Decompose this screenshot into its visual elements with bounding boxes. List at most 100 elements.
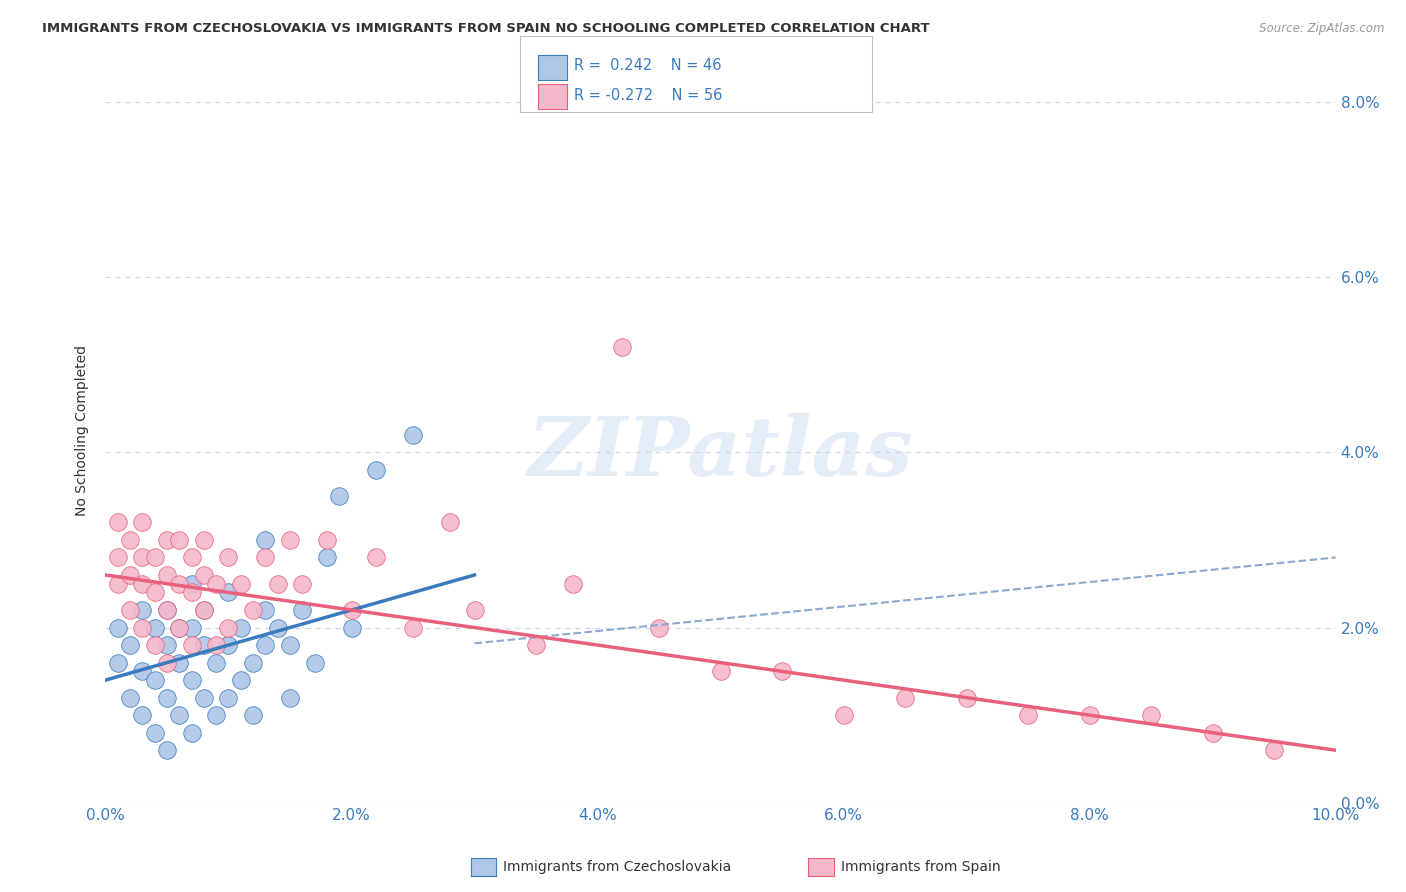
Point	[278, 533, 301, 547]
Point	[120, 533, 141, 547]
Point	[340, 621, 363, 635]
Point	[267, 576, 290, 591]
Point	[156, 656, 179, 670]
Point	[218, 621, 240, 635]
Point	[229, 621, 252, 635]
Point	[156, 690, 179, 705]
Point	[710, 665, 733, 679]
Point	[131, 550, 153, 565]
Point	[218, 638, 240, 652]
Point	[832, 708, 855, 723]
Point	[143, 638, 166, 652]
Point	[180, 725, 202, 739]
Point	[1017, 708, 1039, 723]
Text: R =  0.242    N = 46: R = 0.242 N = 46	[574, 58, 721, 72]
Point	[242, 656, 264, 670]
Point	[278, 638, 301, 652]
Text: Immigrants from Spain: Immigrants from Spain	[841, 860, 1001, 874]
Point	[193, 533, 215, 547]
Point	[143, 585, 166, 599]
Point	[612, 340, 634, 354]
Point	[169, 708, 191, 723]
Point	[131, 708, 153, 723]
Point	[156, 603, 179, 617]
Text: Source: ZipAtlas.com: Source: ZipAtlas.com	[1260, 22, 1385, 36]
Point	[1140, 708, 1163, 723]
Point	[180, 576, 202, 591]
Point	[205, 656, 228, 670]
Point	[169, 621, 191, 635]
Point	[156, 533, 179, 547]
Point	[242, 708, 264, 723]
Point	[218, 690, 240, 705]
Point	[205, 708, 228, 723]
Point	[169, 533, 191, 547]
Text: IMMIGRANTS FROM CZECHOSLOVAKIA VS IMMIGRANTS FROM SPAIN NO SCHOOLING COMPLETED C: IMMIGRANTS FROM CZECHOSLOVAKIA VS IMMIGR…	[42, 22, 929, 36]
Point	[156, 603, 179, 617]
Point	[229, 673, 252, 687]
Point	[107, 656, 129, 670]
Text: R = -0.272    N = 56: R = -0.272 N = 56	[574, 88, 723, 103]
Point	[180, 638, 202, 652]
Point	[107, 576, 129, 591]
Point	[402, 621, 425, 635]
Point	[562, 576, 585, 591]
Point	[648, 621, 671, 635]
Point	[131, 516, 153, 530]
Point	[120, 603, 141, 617]
Point	[402, 427, 425, 442]
Point	[267, 621, 290, 635]
Y-axis label: No Schooling Completed: No Schooling Completed	[76, 345, 90, 516]
Point	[193, 690, 215, 705]
Point	[107, 550, 129, 565]
Point	[169, 621, 191, 635]
Point	[315, 550, 337, 565]
Point	[315, 533, 337, 547]
Point	[180, 673, 202, 687]
Point	[524, 638, 547, 652]
Point	[1263, 743, 1285, 757]
Point	[193, 638, 215, 652]
Point	[218, 585, 240, 599]
Point	[180, 585, 202, 599]
Point	[254, 603, 277, 617]
Point	[156, 568, 179, 582]
Point	[254, 550, 277, 565]
Point	[366, 550, 388, 565]
Point	[180, 621, 202, 635]
Point	[156, 743, 179, 757]
Point	[143, 725, 166, 739]
Point	[180, 550, 202, 565]
Point	[193, 603, 215, 617]
Point	[193, 603, 215, 617]
Point	[340, 603, 363, 617]
Point	[439, 516, 461, 530]
Point	[254, 533, 277, 547]
Point	[304, 656, 326, 670]
Point	[328, 489, 350, 503]
Point	[770, 665, 793, 679]
Point	[120, 690, 141, 705]
Point	[143, 550, 166, 565]
Point	[278, 690, 301, 705]
Point	[169, 656, 191, 670]
Point	[131, 603, 153, 617]
Point	[291, 603, 314, 617]
Point	[143, 621, 166, 635]
Point	[242, 603, 264, 617]
Point	[366, 463, 388, 477]
Point	[120, 568, 141, 582]
Point	[205, 638, 228, 652]
Point	[131, 621, 153, 635]
Point	[107, 516, 129, 530]
Point	[156, 638, 179, 652]
Point	[1201, 725, 1223, 739]
Point	[956, 690, 979, 705]
Point	[131, 576, 153, 591]
Point	[218, 550, 240, 565]
Text: Immigrants from Czechoslovakia: Immigrants from Czechoslovakia	[503, 860, 731, 874]
Point	[229, 576, 252, 591]
Point	[120, 638, 141, 652]
Point	[464, 603, 486, 617]
Point	[143, 673, 166, 687]
